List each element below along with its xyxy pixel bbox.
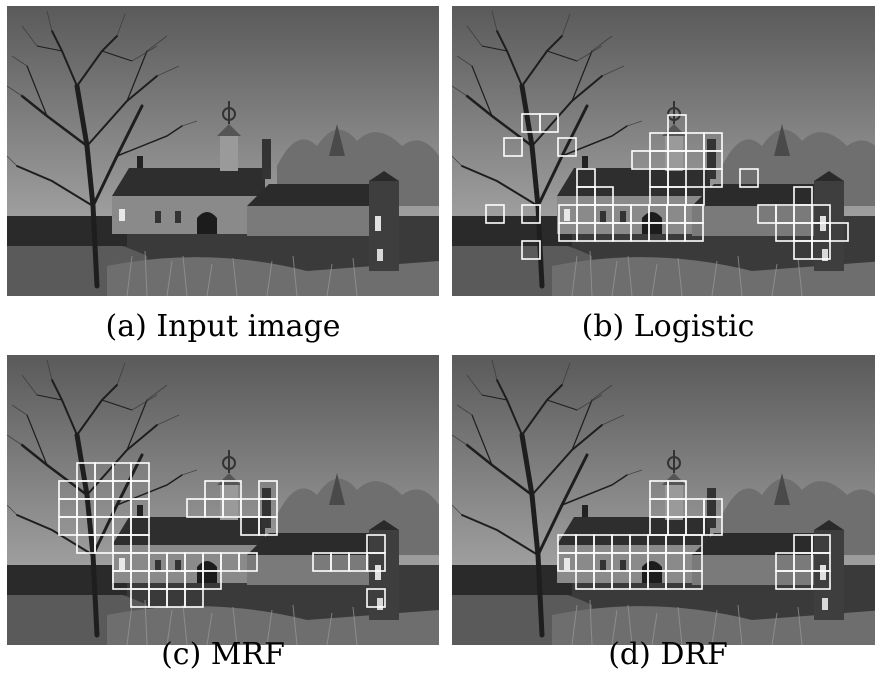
detection-box [811,570,831,590]
detection-box [184,588,204,608]
detection-box [485,204,505,224]
scene-image [7,355,439,645]
scene-image [7,6,439,296]
panel-logistic [452,6,875,296]
caption-drf: (d) DRF [608,637,728,672]
panel-input-image [7,6,439,296]
caption-mrf: (c) MRF [161,637,285,672]
detection-box [684,222,704,242]
detection-box [683,570,703,590]
detection-box [366,534,386,554]
detection-box [238,552,258,572]
detection-box [222,480,242,500]
detection-box [521,240,541,260]
detection-grid [485,113,849,260]
detection-box [539,113,559,133]
detection-box [703,168,723,188]
detection-grid [557,480,831,590]
detection-grid [58,462,386,608]
detection-box [829,222,849,242]
panel-mrf [7,355,439,645]
detection-box [685,150,705,170]
detection-box [557,137,577,157]
detection-box [503,137,523,157]
detection-box [240,516,260,536]
detection-box [685,186,705,206]
detection-box [521,204,541,224]
caption-input-image: (a) Input image [105,309,341,344]
detection-box [202,570,222,590]
caption-logistic: (b) Logistic [581,309,755,344]
detection-box [811,240,831,260]
detection-box [703,516,723,536]
scene-image [452,355,875,645]
detection-box [739,168,759,188]
detection-box [366,588,386,608]
detection-box [258,480,278,500]
panel-drf [452,355,875,645]
scene-image [452,6,875,296]
